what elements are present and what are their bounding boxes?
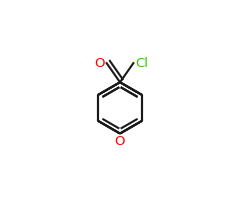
Text: Cl: Cl <box>135 57 148 70</box>
Text: O: O <box>115 135 125 148</box>
Text: O: O <box>95 57 105 70</box>
